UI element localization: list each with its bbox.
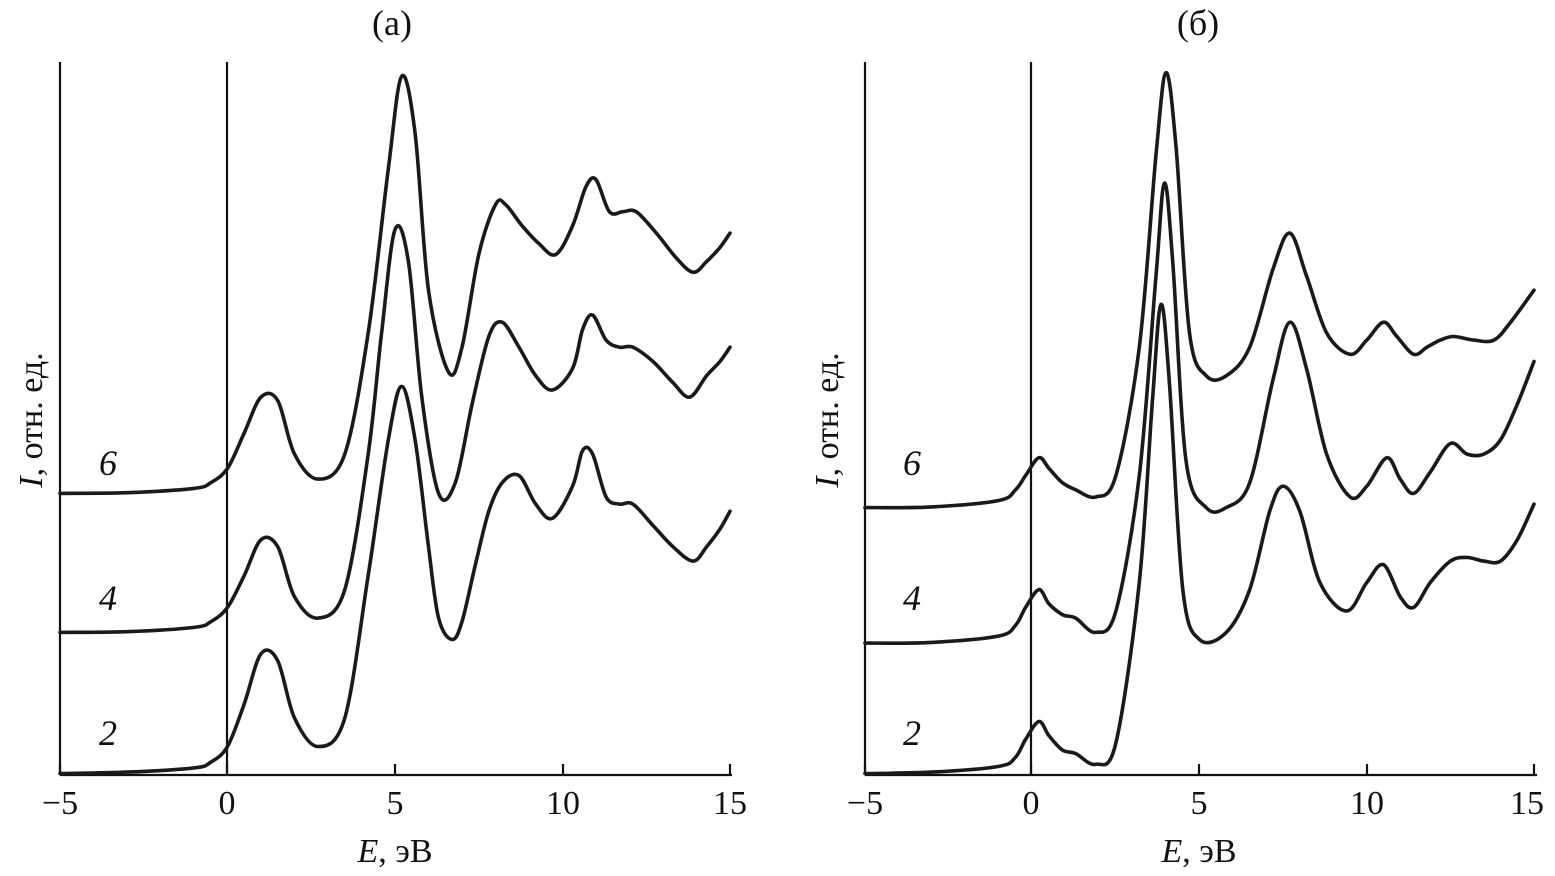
panel-b-tick-label: −5 [847,785,883,822]
panel-a-x-label-unit: , эВ [378,833,432,870]
panel-a-tick-label: −5 [42,785,78,822]
panel-b-x-label-var: E [1160,833,1182,870]
panel-b-tick-label: 10 [1350,785,1384,822]
panel-a-curve-label-6: 6 [99,443,117,483]
panel-a-curve-2 [58,384,732,776]
panel-b: (б) −5 0 5 10 15 E, эВ I, отн. ед. 6 4 2 [809,3,1544,870]
panel-b-y-label-unit: , отн. ед. [809,352,846,476]
panel-a-curves [58,73,732,776]
panel-a-title: (а) [372,3,412,43]
panel-a-y-label: I, отн. ед. [13,352,50,488]
panel-b-curve-label-2: 2 [903,713,921,753]
panel-a-curve-6 [58,73,732,496]
panel-b-ticks: −5 0 5 10 15 [847,764,1544,822]
panel-b-y-label-var: I [809,475,846,489]
panel-b-curve-6 [863,70,1536,510]
panel-b-tick-label: 15 [1510,785,1544,822]
panel-a-x-label: E, эВ [356,833,432,870]
panel-a-curve-label-2: 2 [99,713,117,753]
panel-b-x-label-unit: , эВ [1182,833,1236,870]
panel-b-curves [863,70,1536,776]
panel-b-curve-4 [863,181,1536,645]
panel-b-curve-2 [863,302,1536,776]
panel-a-ticks: −5 0 5 10 15 [42,764,747,822]
panel-b-tick-label: 0 [1023,785,1040,822]
panel-a-curve-4 [58,223,732,635]
panel-a-tick-label: 10 [546,785,580,822]
panel-b-tick-label: 5 [1191,785,1208,822]
panel-a-tick-label: 5 [387,785,404,822]
panel-b-curve-label-6: 6 [903,443,921,483]
panel-a-y-label-unit: , отн. ед. [13,352,50,476]
panel-b-x-label: E, эВ [1160,833,1236,870]
panel-b-curve-label-4: 4 [903,578,921,618]
panel-b-title: (б) [1177,3,1219,43]
panel-a: (а) −5 0 5 10 15 E, эВ I, отн. ед. 6 4 2 [13,3,747,870]
panel-a-tick-label: 15 [713,785,747,822]
panel-a-curve-label-4: 4 [99,578,117,618]
panel-a-tick-label: 0 [219,785,236,822]
panel-b-y-label: I, отн. ед. [809,352,846,488]
panel-a-x-label-var: E [356,833,378,870]
panel-a-y-label-var: I [13,475,50,489]
